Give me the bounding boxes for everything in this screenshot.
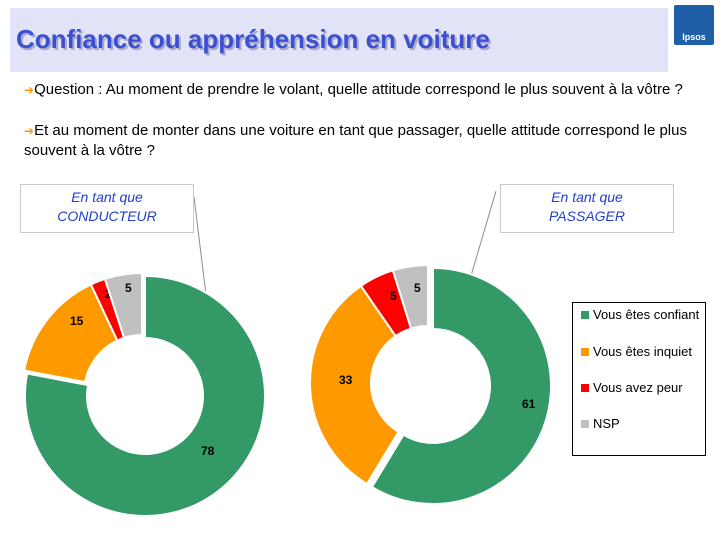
question-1: ➔Question : Au moment de prendre le vola… — [24, 80, 694, 100]
data-label: 78 — [201, 444, 215, 458]
legend-label: Vous êtes confiant — [593, 307, 700, 322]
callout-line-passager — [467, 190, 497, 287]
title-bar — [10, 8, 668, 72]
question-2-text: Et au moment de monter dans une voiture … — [24, 122, 687, 159]
callout-line-conducteur — [193, 196, 208, 304]
legend-item-peur: Vous avez peur — [581, 380, 701, 398]
arrow-icon: ➔ — [24, 124, 35, 138]
legend-item-inquiet: Vous êtes inquiet — [581, 344, 701, 378]
donut-slice-passager-0 — [370, 266, 552, 505]
label-box-passager-line1: En tant que — [551, 189, 623, 205]
data-label: 5 — [125, 281, 132, 295]
logo-text: Ipsos — [682, 32, 706, 42]
legend-swatch — [581, 348, 589, 356]
donut-slice-conducteur-0 — [24, 274, 266, 517]
data-label: 15 — [70, 314, 84, 328]
data-label: 61 — [522, 397, 536, 411]
data-label: 5 — [414, 281, 421, 295]
legend-item-confiant: Vous êtes confiant — [581, 307, 701, 341]
label-box-conducteur: En tant que CONDUCTEUR — [20, 184, 194, 233]
data-label: 2 — [105, 287, 112, 301]
question-1-text: Question : Au moment de prendre le volan… — [34, 81, 683, 98]
label-box-passager-line2: PASSAGER — [549, 208, 625, 224]
page-title: Confiance ou appréhension en voiture — [16, 24, 490, 54]
label-box-conducteur-line1: En tant que — [71, 189, 143, 205]
donut-slice-passager-1 — [309, 284, 400, 486]
data-label: 33 — [339, 373, 353, 387]
legend-label: NSP — [593, 416, 620, 431]
legend-label: Vous avez peur — [593, 380, 683, 395]
legend-label: Vous êtes inquiet — [593, 344, 693, 359]
label-box-passager: En tant que PASSAGER — [500, 184, 674, 233]
donut-slice-passager-3 — [391, 263, 429, 330]
ipsos-logo: Ipsos — [674, 5, 714, 45]
data-label: 5 — [390, 289, 397, 303]
label-box-conducteur-line2: CONDUCTEUR — [57, 208, 157, 224]
legend-item-nsp: NSP — [581, 416, 701, 434]
legend-swatch — [581, 384, 589, 392]
donut-slice-conducteur-3 — [103, 271, 143, 340]
legend-swatch — [581, 420, 589, 428]
chart-legend: Vous êtes confiant Vous êtes inquiet Vou… — [572, 302, 706, 456]
question-2: ➔Et au moment de monter dans une voiture… — [24, 121, 694, 161]
arrow-icon: ➔ — [24, 83, 35, 97]
legend-swatch — [581, 311, 589, 319]
